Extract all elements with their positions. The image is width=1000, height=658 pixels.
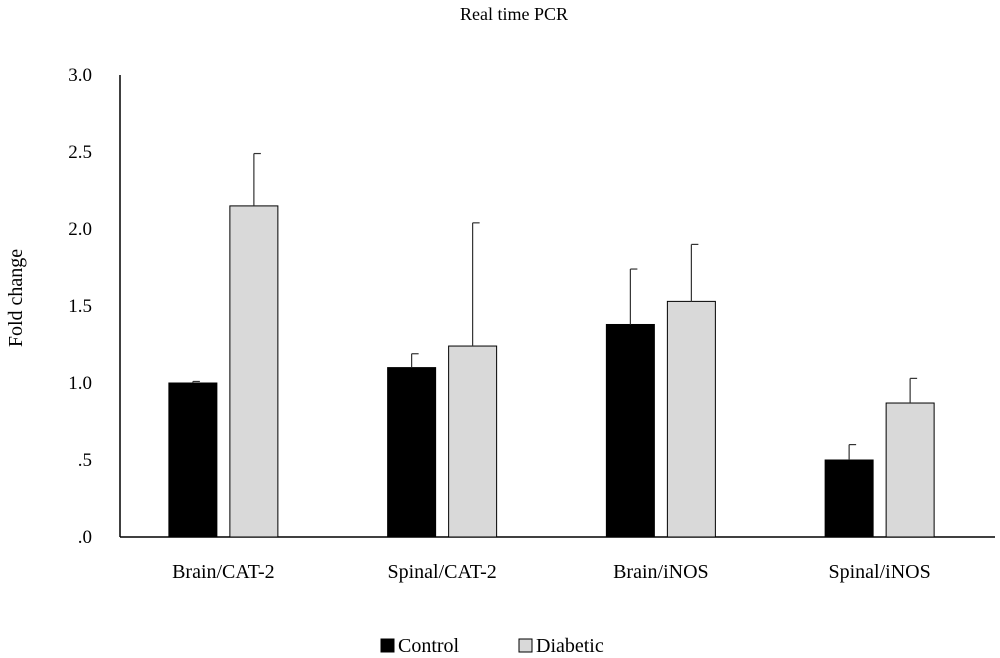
x-tick-label: Brain/CAT-2 (172, 561, 275, 583)
y-tick-label: .0 (78, 527, 92, 548)
chart-title: Real time PCR (460, 4, 568, 24)
bar-control (824, 459, 874, 538)
x-tick-label: Brain/iNOS (613, 561, 709, 583)
legend-swatch-diabetic (518, 638, 533, 653)
x-tick-label: Spinal/CAT-2 (387, 561, 496, 583)
legend: Control Diabetic (380, 635, 604, 657)
bar-control (168, 382, 218, 538)
y-tick-label: 1.5 (68, 296, 92, 317)
y-axis-label: Fold change (5, 249, 27, 347)
y-tick-label: 2.5 (68, 142, 92, 163)
bar-control (387, 367, 437, 538)
y-tick-labels: .0 .5 1.0 1.5 2.0 2.5 3.0 (68, 65, 92, 548)
y-tick-label: 2.0 (68, 219, 92, 240)
bar-diabetic (885, 402, 935, 538)
x-tick-label: Spinal/iNOS (829, 561, 931, 583)
legend-label-control: Control (398, 635, 460, 657)
x-tick-labels: Brain/CAT-2 Spinal/CAT-2 Brain/iNOS Spinal/… (172, 561, 931, 583)
legend-swatch-control (380, 638, 395, 653)
bar-diabetic (666, 300, 716, 538)
bar-control (605, 323, 655, 538)
bar-diabetic (448, 345, 498, 538)
y-tick-label: .5 (78, 450, 92, 471)
bars-group (168, 152, 935, 538)
bar-diabetic (229, 205, 279, 538)
y-tick-label: 1.0 (68, 373, 92, 394)
legend-label-diabetic: Diabetic (536, 635, 604, 657)
y-tick-label: 3.0 (68, 65, 92, 86)
